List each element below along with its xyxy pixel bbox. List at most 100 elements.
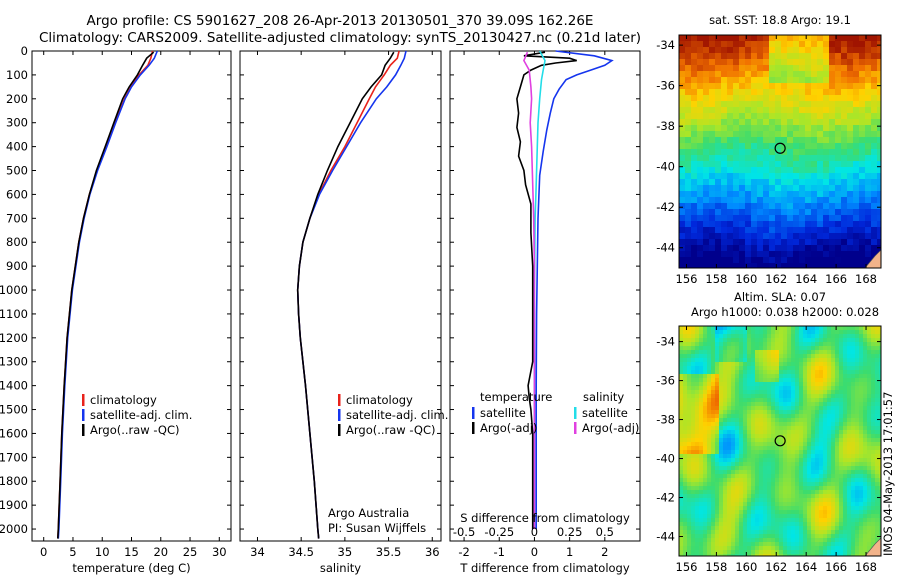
map-cell (771, 550, 776, 555)
map-cell (787, 382, 792, 387)
map-cell (767, 406, 772, 411)
map-cell (709, 59, 716, 66)
map-cell (819, 406, 824, 411)
map-cell (787, 390, 792, 395)
map-cell (871, 450, 876, 455)
map-cell (727, 546, 732, 551)
map-cell (751, 502, 756, 507)
map-cell (877, 95, 882, 102)
map-cell (767, 506, 772, 511)
map-cell (811, 430, 816, 435)
map-cell (795, 546, 800, 551)
map-cell (751, 71, 758, 78)
map-cell (763, 41, 770, 48)
map-cell (699, 354, 704, 359)
map-cell (719, 514, 724, 519)
map-cell (847, 406, 852, 411)
map-cell (835, 482, 840, 487)
map-cell (803, 378, 808, 383)
map-cell (805, 35, 812, 42)
map-cell (731, 550, 736, 555)
map-cell (859, 245, 866, 252)
map-cell (755, 386, 760, 391)
map-cell (683, 434, 688, 439)
map-cell (769, 191, 776, 198)
map-cell (775, 410, 780, 415)
map-cell (699, 350, 704, 355)
map-cell (769, 77, 776, 84)
map-cell (835, 338, 840, 343)
map-cell (843, 366, 848, 371)
map-cell (827, 430, 832, 435)
map-cell (679, 330, 684, 335)
map-cell (775, 462, 780, 467)
map-cell (685, 215, 692, 222)
map-cell (703, 406, 708, 411)
map-cell (679, 191, 686, 198)
map-cell (835, 342, 840, 347)
map-cell (831, 502, 836, 507)
map-cell (679, 342, 684, 347)
map-cell (811, 330, 816, 335)
map-cell (695, 530, 700, 535)
map-cell (721, 233, 728, 240)
map-cell (747, 494, 752, 499)
map-cell (727, 434, 732, 439)
map-cell (755, 406, 760, 411)
map-cell (751, 494, 756, 499)
map-cell (769, 89, 776, 96)
map-cell (719, 370, 724, 375)
map-cell (721, 245, 728, 252)
map-cell (769, 35, 776, 42)
map-cell (859, 338, 864, 343)
map-cell (795, 354, 800, 359)
map-cell (819, 482, 824, 487)
map-cell (751, 257, 758, 264)
map-cell (847, 470, 852, 475)
map-cell (841, 119, 848, 126)
map-cell (811, 358, 816, 363)
map-cell (683, 490, 688, 495)
map-cell (831, 346, 836, 351)
map-cell (751, 454, 756, 459)
map-cell (859, 530, 864, 535)
map-cell (877, 203, 882, 210)
map-cell (735, 546, 740, 551)
map-cell (703, 454, 708, 459)
map-cell (763, 478, 768, 483)
map-cell (735, 454, 740, 459)
map-cell (805, 47, 812, 54)
map-cell (807, 538, 812, 543)
map-cell (727, 161, 734, 168)
map-cell (805, 41, 812, 48)
map-cell (879, 398, 882, 403)
map-cell (769, 107, 776, 114)
map-cell (831, 486, 836, 491)
map-cell (687, 370, 692, 375)
map-cell (835, 406, 840, 411)
map-cell (817, 173, 824, 180)
map-cell (817, 53, 824, 60)
map-cell (727, 506, 732, 511)
map-cell (847, 354, 852, 359)
map-cell (679, 458, 684, 463)
map-cell (787, 209, 794, 216)
x-tick-label: 34.5 (288, 545, 314, 559)
map-cell (799, 179, 806, 186)
map-cell (851, 330, 856, 335)
map-cell (727, 518, 732, 523)
map-cell (875, 478, 880, 483)
map-cell (811, 227, 818, 234)
map-cell (779, 554, 784, 557)
map-cell (853, 89, 860, 96)
map-cell (733, 131, 740, 138)
map-cell (811, 386, 816, 391)
map-cell (791, 402, 796, 407)
map-cell (771, 342, 776, 347)
map-cell (787, 173, 794, 180)
map-cell (745, 41, 752, 48)
map-cell (811, 191, 818, 198)
map-cell (719, 470, 724, 475)
map-cell (867, 358, 872, 363)
map-cell (715, 430, 720, 435)
